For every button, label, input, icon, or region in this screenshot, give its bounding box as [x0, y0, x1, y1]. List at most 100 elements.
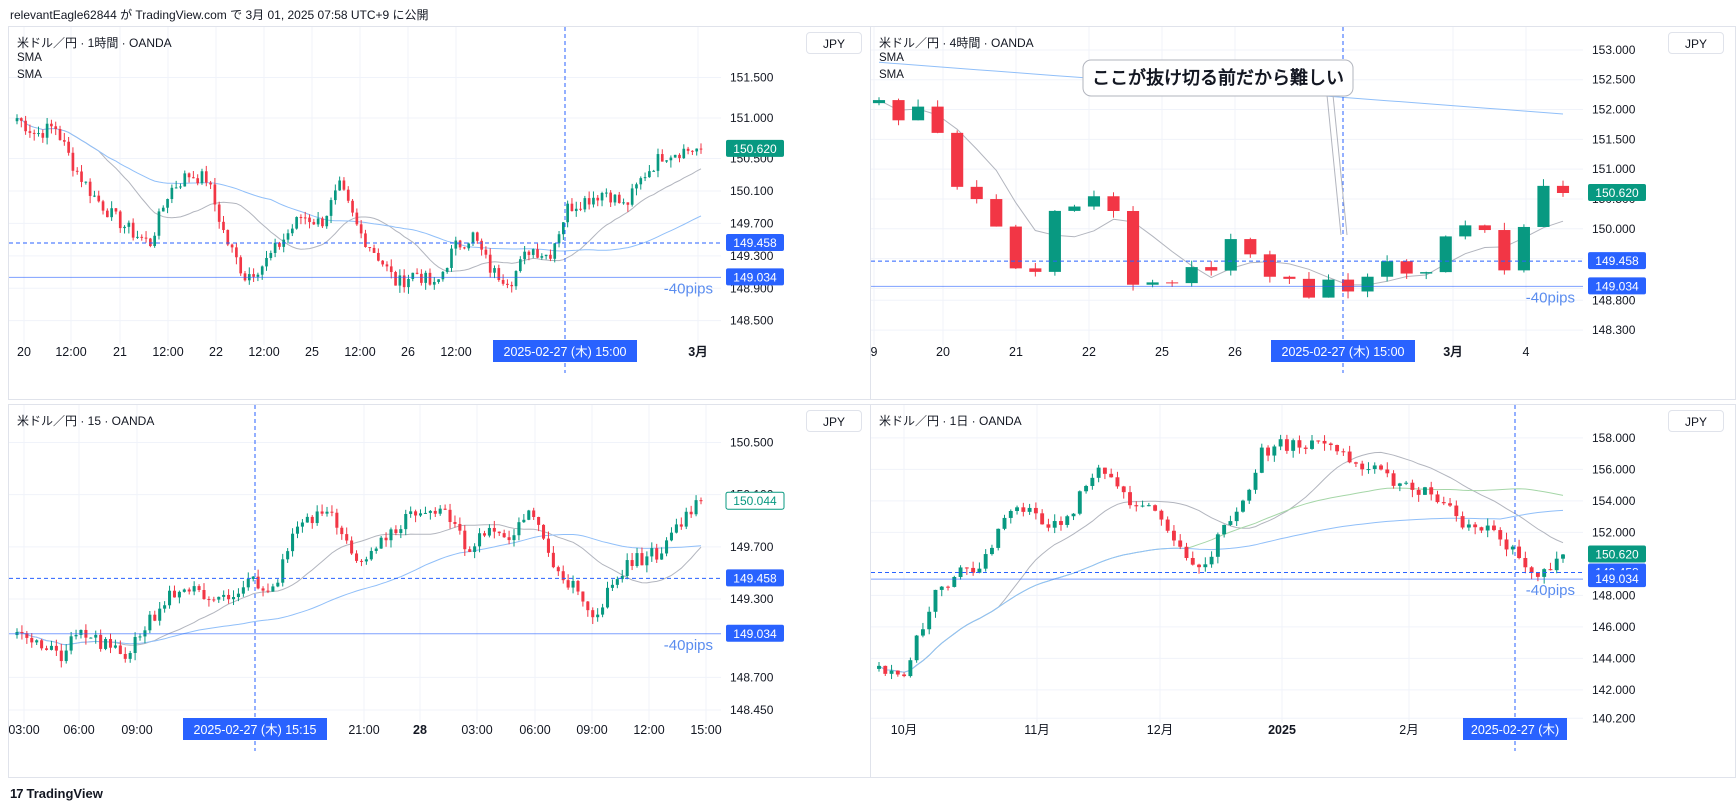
candle-body — [665, 160, 668, 162]
candle-body — [359, 224, 363, 234]
candle-body — [308, 217, 311, 223]
candle-body — [570, 203, 574, 212]
chart-svg-15m: -40pips150.500150.100149.700149.300148.7… — [9, 405, 785, 751]
candle-body — [507, 537, 511, 541]
price-box-label: 150.044 — [733, 494, 777, 508]
x-tick-label: 3月 — [1443, 345, 1462, 359]
candle-body — [517, 522, 521, 536]
candle-body — [108, 639, 113, 648]
candle-body — [368, 247, 372, 249]
currency-button[interactable]: JPY — [806, 410, 862, 432]
currency-button[interactable]: JPY — [1668, 410, 1724, 432]
candle-body — [615, 579, 619, 585]
candle-body — [639, 178, 643, 185]
candle-body — [1065, 516, 1070, 525]
crosshair-date-text: 2025-02-27 (木) 15:00 — [504, 345, 627, 359]
candle-body — [1485, 525, 1490, 531]
candle-body — [69, 636, 73, 651]
note-callout: ここが抜け切る前だから難しい — [1082, 59, 1354, 236]
candle-body — [226, 230, 230, 245]
candle-body — [1048, 210, 1061, 272]
candle-body — [411, 272, 415, 279]
candle-body — [643, 177, 647, 179]
candle-body — [1228, 521, 1233, 525]
y-tick-label: 152.000 — [1592, 525, 1636, 539]
crosshair-date-text: 2025-02-27 (木) — [1471, 723, 1559, 737]
chart-panel-1d[interactable]: -40pips 158.000 156.000 154.000 152.000 148.0… — [870, 404, 1736, 778]
price-box-label: 149.034 — [1595, 279, 1639, 293]
candle-body — [1523, 558, 1528, 568]
candle-body — [67, 141, 70, 153]
chart-svg-4h: -40pips 153.000 152.500 152.000 151.500 151.0… — [871, 27, 1646, 373]
candle-body — [1153, 505, 1158, 511]
candle-body — [1052, 521, 1057, 528]
candle-body — [295, 526, 300, 534]
price-box-bg — [725, 491, 785, 510]
currency-button[interactable]: JPY — [1668, 32, 1724, 54]
indicator-label-sma[interactable]: SMA — [879, 69, 904, 81]
candle-body — [394, 529, 398, 534]
indicator-label-sma[interactable]: SMA — [17, 52, 42, 64]
chart-panel-15m[interactable]: -40pips150.500150.100149.700149.300148.7… — [8, 404, 874, 778]
candle-body — [149, 238, 152, 247]
candle-body — [418, 513, 423, 516]
x-tick-label: 06:00 — [63, 723, 94, 737]
chart-panel-4h[interactable]: -40pips 153.000 152.500 152.000 151.500 151.0… — [870, 26, 1736, 400]
candle-body — [407, 278, 410, 288]
candle-body — [549, 254, 552, 259]
candle-body — [97, 195, 101, 202]
x-tick-label: 28 — [413, 723, 427, 737]
candle-body — [518, 259, 522, 272]
price-box-bg — [726, 624, 784, 642]
sma-line — [878, 509, 1564, 673]
candle-body — [542, 524, 546, 539]
candle-body — [1215, 534, 1220, 557]
indicator-label-sma[interactable]: SMA — [879, 52, 904, 64]
price-box-label: 149.458 — [1595, 254, 1639, 268]
candle-body — [310, 516, 314, 524]
x-tick-label: 03:00 — [9, 723, 40, 737]
candle-body — [75, 170, 79, 172]
candle-body — [37, 133, 40, 135]
candle-body — [207, 599, 211, 601]
candle-body — [281, 559, 285, 583]
chart-panel-1h[interactable]: -40pips 151.500 151.000 150.500 150.100 149.7… — [8, 26, 874, 400]
tradingview-logo[interactable]: 17 TradingView — [10, 786, 103, 801]
currency-button[interactable]: JPY — [806, 32, 862, 54]
x-tick-label: 4 — [1523, 345, 1530, 359]
candle-body — [536, 249, 539, 258]
candle-body — [166, 199, 169, 208]
candle-body — [645, 556, 649, 566]
chart-svg-1d: -40pips 158.000 156.000 154.000 152.000 148.0… — [871, 405, 1646, 751]
candle-body — [902, 674, 907, 677]
candle-body — [1316, 440, 1321, 442]
candle-body — [1498, 230, 1511, 271]
candle-body — [626, 202, 630, 205]
candle-body — [1263, 254, 1276, 277]
candle-body — [877, 665, 881, 669]
candle-body — [1077, 491, 1082, 514]
candle-body — [652, 170, 656, 172]
candle-body — [1535, 572, 1540, 577]
candle-body — [316, 218, 320, 225]
candle-body — [153, 614, 157, 621]
candle-body — [133, 636, 137, 654]
callout-text: ここが抜け切る前だから難しい — [1092, 67, 1344, 88]
candle-body — [1102, 467, 1107, 474]
crosshair-date-bg — [183, 718, 327, 740]
indicator-label-sma[interactable]: SMA — [17, 69, 42, 81]
y-tick-label: 154.000 — [1592, 494, 1636, 508]
candle-body — [1140, 505, 1145, 507]
price-box-bg — [1588, 277, 1646, 295]
x-tick-label: 9 — [871, 345, 878, 359]
candle-body — [204, 171, 208, 183]
candle-body — [587, 198, 591, 205]
candle-body — [1015, 507, 1020, 512]
tradingview-logo-icon: 17 — [10, 786, 24, 801]
candle-body — [931, 106, 944, 133]
x-tick-label: 21 — [1009, 345, 1023, 359]
candle-body — [168, 590, 172, 606]
candle-body — [1404, 482, 1409, 484]
price-box-bg — [1588, 545, 1646, 563]
price-line-box: 149.034 — [1588, 570, 1646, 588]
